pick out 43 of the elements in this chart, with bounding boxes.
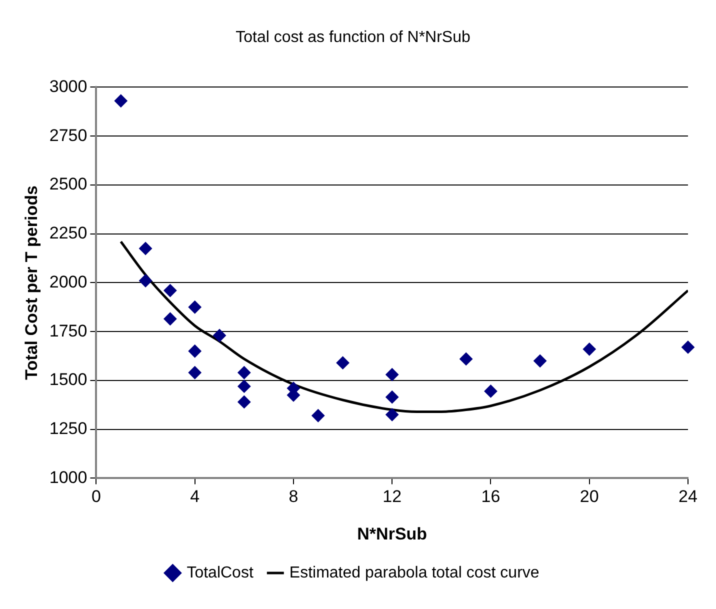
y-tick-label: 3000 — [49, 76, 88, 96]
y-axis-title: Total Cost per T periods — [22, 186, 41, 380]
point — [164, 284, 177, 298]
x-axis-title: N*NrSub — [357, 524, 428, 544]
y-tick-label: 1500 — [49, 370, 88, 390]
y-tick-label: 2500 — [49, 174, 88, 194]
x-tick-label: 4 — [190, 487, 200, 506]
point — [139, 242, 152, 255]
x-tick-label: 24 — [678, 487, 698, 506]
point — [164, 312, 177, 326]
point — [188, 344, 202, 358]
point — [114, 94, 128, 108]
y-tick-label: 2750 — [49, 126, 88, 145]
legend-label: Estimated parabola total cost curve — [289, 564, 540, 582]
y-tick-label: 2000 — [49, 272, 88, 292]
chart-title: Total cost as function of N*NrSub — [236, 29, 470, 46]
point — [460, 352, 473, 366]
point — [386, 408, 399, 422]
point — [238, 366, 251, 380]
point — [484, 384, 498, 398]
x-tick-label: 20 — [580, 487, 599, 506]
point — [534, 354, 547, 368]
point — [188, 300, 202, 314]
point — [336, 356, 350, 370]
y-tick-label: 2250 — [49, 224, 88, 243]
point — [386, 368, 399, 382]
x-tick-label: 12 — [382, 487, 402, 506]
y-tick-label: 1750 — [49, 321, 88, 340]
point — [213, 328, 226, 342]
x-tick-label: 16 — [481, 487, 500, 506]
y-tick-label: 1000 — [49, 468, 88, 487]
point — [188, 366, 202, 380]
point — [682, 340, 694, 354]
point — [238, 380, 251, 393]
x-tick-label: 0 — [91, 487, 101, 506]
point — [582, 342, 596, 356]
point — [238, 395, 251, 408]
y-tick-label: 1250 — [49, 419, 88, 438]
point — [312, 409, 325, 422]
x-tick-label: 8 — [288, 487, 298, 506]
point — [139, 274, 152, 288]
legend-label: TotalCost — [186, 564, 254, 582]
point — [386, 390, 399, 404]
